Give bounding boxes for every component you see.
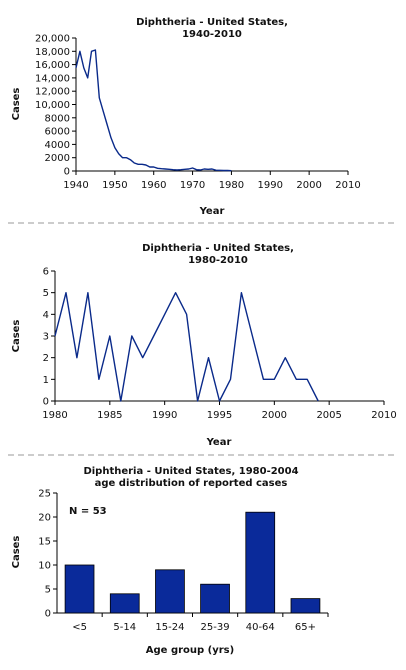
y-tick-label: 4 (43, 310, 49, 321)
x-tick-label: 1980 (219, 180, 244, 191)
y-tick-label: 10 (38, 561, 51, 572)
bar (109, 593, 140, 614)
chart3-y-axis-label: Cases (11, 536, 22, 569)
chart-1980-2010: Diphtheria - United States, 1980-2010 Ca… (11, 243, 397, 448)
chart-1940-2010: Diphtheria - United States, 1940-2010 Ca… (11, 17, 361, 217)
x-tick-label: 65+ (295, 622, 316, 633)
chart2-y-ticks: 0 1 2 3 4 5 6 (43, 267, 55, 408)
y-tick-label: 4000 (45, 140, 70, 151)
chart3-title-line1: Diphtheria - United States, 1980-2004 (83, 466, 298, 477)
x-tick-label: 1940 (63, 180, 88, 191)
y-tick-label: 15 (38, 537, 51, 548)
chart3-x-ticks: <5 5-14 15-24 25-39 40-64 65+ (72, 613, 329, 633)
chart2-x-ticks: 1980 1985 1990 1995 2000 2005 2010 (42, 401, 397, 421)
y-tick-label: 1 (43, 375, 49, 386)
chart2-x-axis-label: Year (206, 437, 232, 448)
y-tick-label: 6000 (45, 127, 70, 138)
y-tick-label: 2 (43, 353, 49, 364)
y-tick-label: 5 (45, 585, 51, 596)
x-tick-label: 1985 (97, 410, 122, 421)
bar (64, 564, 95, 614)
chart3-sample-size-note: N = 53 (69, 506, 107, 517)
y-tick-label: 20 (38, 513, 51, 524)
x-tick-label: 2000 (296, 180, 321, 191)
y-tick-label: 0 (64, 167, 70, 178)
y-tick-label: 3 (43, 332, 49, 343)
chart1-x-axis-label: Year (199, 206, 225, 217)
x-tick-label: 15-24 (155, 622, 184, 633)
chart1-title-line2: 1940-2010 (182, 29, 242, 40)
x-tick-label: 25-39 (201, 622, 230, 633)
chart2-series (54, 292, 319, 402)
chart2-title-line2: 1980-2010 (188, 255, 248, 266)
x-tick-label: 1990 (258, 180, 283, 191)
chart-age-distribution: Diphtheria - United States, 1980-2004 ag… (11, 466, 329, 656)
y-tick-label: 18,000 (35, 47, 70, 58)
x-tick-label: 40-64 (246, 622, 275, 633)
x-tick-label: 2005 (316, 410, 341, 421)
chart3-x-axis-label: Age group (yrs) (146, 645, 234, 656)
bar (245, 511, 276, 614)
x-tick-label: 1990 (152, 410, 177, 421)
series-line (75, 49, 232, 172)
x-tick-label: 1970 (180, 180, 205, 191)
y-tick-label: 25 (38, 489, 51, 500)
chart2-y-axis-label: Cases (11, 320, 22, 353)
x-tick-label: 1980 (42, 410, 67, 421)
bar (290, 598, 321, 614)
y-tick-label: 14,000 (35, 73, 70, 84)
series-line (54, 292, 319, 402)
x-tick-label: 2010 (335, 180, 360, 191)
chart1-y-axis-label: Cases (11, 88, 22, 121)
y-tick-label: 20,000 (35, 34, 70, 45)
y-tick-label: 16,000 (35, 60, 70, 71)
y-tick-label: 12,000 (35, 87, 70, 98)
chart2-title-line1: Diphtheria - United States, (142, 243, 294, 254)
y-tick-label: 0 (43, 397, 49, 408)
x-tick-label: 5-14 (113, 622, 136, 633)
y-tick-label: 0 (45, 609, 51, 620)
y-tick-label: 2000 (45, 153, 70, 164)
y-tick-label: 6 (43, 267, 49, 278)
y-tick-label: 10,000 (35, 100, 70, 111)
chart3-title-line2: age distribution of reported cases (95, 478, 288, 489)
x-tick-label: 2010 (371, 410, 396, 421)
chart3-bars (64, 511, 321, 614)
chart1-series (75, 49, 232, 172)
chart3-y-ticks: 0 5 10 15 20 25 (38, 489, 57, 620)
x-tick-label: 1950 (102, 180, 127, 191)
chart1-y-ticks: 0 2000 4000 6000 8000 10,000 12,000 14,000 16,00… (35, 34, 76, 178)
x-tick-label: <5 (72, 622, 87, 633)
chart1-title-line1: Diphtheria - United States, (136, 17, 288, 28)
bar (155, 569, 185, 614)
y-tick-label: 5 (43, 288, 49, 299)
x-tick-label: 1960 (141, 180, 166, 191)
x-tick-label: 1995 (207, 410, 232, 421)
x-tick-label: 2000 (262, 410, 287, 421)
bar (200, 583, 230, 614)
chart1-x-ticks: 1940 1950 1960 1970 1980 1990 2000 2010 (63, 171, 361, 191)
y-tick-label: 8000 (45, 113, 70, 124)
